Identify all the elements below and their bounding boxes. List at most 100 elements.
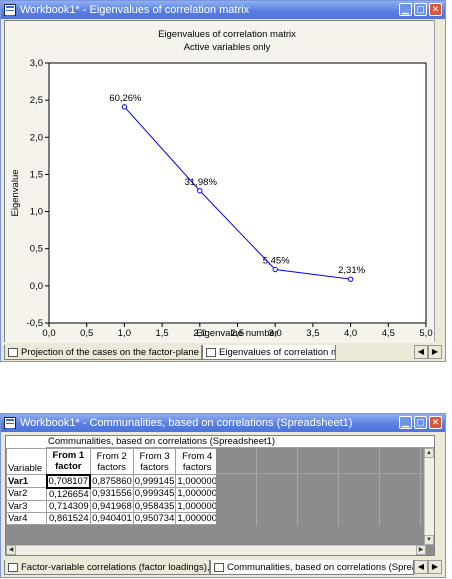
vertical-scrollbar[interactable]: ▲ ▼ bbox=[424, 448, 434, 545]
tab-eigenvalues[interactable]: Eigenvalues of correlation matrix bbox=[202, 345, 336, 360]
table-row: Var3 0,714309 0,941968 0,958435 1,000000 bbox=[6, 499, 219, 513]
tab-scroll-right-button[interactable]: ▶ bbox=[428, 345, 442, 359]
chart-window-title: Workbook1* - Eigenvalues of correlation … bbox=[20, 4, 250, 16]
table-cell[interactable]: 0,999145 bbox=[132, 474, 177, 488]
graph-tab-icon bbox=[206, 347, 216, 357]
x-tick-label: 2,5 bbox=[231, 328, 244, 339]
y-tick-label: 1,0 bbox=[30, 207, 43, 218]
table-cell[interactable]: 1,000000 bbox=[175, 474, 219, 488]
table-cell[interactable]: 0,931556 bbox=[89, 487, 134, 501]
table-cell[interactable]: 1,000000 bbox=[175, 499, 219, 513]
table-cell[interactable]: 0,940401 bbox=[89, 511, 134, 525]
tab-factor-loadings-label: Factor-variable correlations (factor loa… bbox=[21, 561, 210, 573]
close-button[interactable]: ✕ bbox=[429, 3, 442, 16]
table-cell[interactable]: 0,950734 bbox=[132, 511, 177, 525]
plot-area bbox=[48, 62, 427, 324]
x-tick-label: 4,5 bbox=[382, 328, 395, 339]
row-header[interactable]: Var2 bbox=[6, 487, 47, 501]
y-tick-label: 0,0 bbox=[30, 281, 43, 292]
chart-side-strip bbox=[434, 20, 444, 342]
table-cell[interactable]: 0,999345 bbox=[132, 487, 177, 501]
tab-projection-label: Projection of the cases on the factor-pl… bbox=[21, 346, 201, 358]
column-header[interactable]: From 3 factors bbox=[132, 448, 177, 475]
x-tick-label: 3,0 bbox=[269, 328, 282, 339]
column-header[interactable]: From 4 factors bbox=[175, 448, 219, 475]
row-header-corner bbox=[6, 436, 46, 448]
data-label: 2,31% bbox=[338, 265, 365, 276]
table-row: Var2 0,126654 0,931556 0,999345 1,000000 bbox=[6, 487, 219, 501]
minimize-button[interactable]: ▁ bbox=[399, 3, 412, 16]
spreadsheet-tab-icon bbox=[8, 562, 18, 572]
table-cell[interactable]: 0,714309 bbox=[46, 499, 91, 513]
x-tick-label: 0,0 bbox=[42, 328, 55, 339]
scree-plot: Eigenvalues of correlation matrix Active… bbox=[5, 21, 435, 343]
tab-communalities[interactable]: Communalities, based on correlations (Sp… bbox=[210, 560, 414, 575]
table-cell[interactable]: 0,126654 bbox=[46, 487, 91, 501]
table-cell[interactable]: 0,958435 bbox=[132, 499, 177, 513]
scroll-up-button[interactable]: ▲ bbox=[424, 448, 434, 458]
column-header[interactable]: From 1 factor bbox=[46, 448, 91, 475]
tab-eigenvalues-label: Eigenvalues of correlation matrix bbox=[219, 346, 335, 358]
maximize-button[interactable]: ▢ bbox=[414, 3, 427, 16]
column-header[interactable]: From 2 factors bbox=[89, 448, 134, 475]
tab-factor-loadings[interactable]: Factor-variable correlations (factor loa… bbox=[4, 560, 210, 575]
spreadsheet-area: Communalities, based on correlations (Sp… bbox=[5, 435, 435, 556]
tab-projection[interactable]: Projection of the cases on the factor-pl… bbox=[4, 345, 202, 360]
scroll-left-button[interactable]: ◀ bbox=[6, 545, 16, 555]
tab-scroll-left-button[interactable]: ◀ bbox=[414, 560, 428, 574]
tab-scroll-left-button[interactable]: ◀ bbox=[414, 345, 428, 359]
spreadsheet-window-titlebar[interactable]: Workbook1* - Communalities, based on cor… bbox=[1, 414, 445, 432]
empty-grid-rows bbox=[216, 474, 426, 526]
table-cell[interactable]: 0,941968 bbox=[89, 499, 134, 513]
tab-scroll-buttons: ◀ ▶ bbox=[414, 345, 442, 359]
tab-scroll-buttons: ◀ ▶ bbox=[414, 560, 442, 574]
x-tick-label: 0,5 bbox=[80, 328, 93, 339]
spreadsheet-window-title: Workbook1* - Communalities, based on cor… bbox=[20, 417, 353, 429]
table-cell[interactable]: 1,000000 bbox=[175, 487, 219, 501]
table-cell[interactable]: 0,708107 bbox=[45, 473, 92, 489]
scroll-down-button[interactable]: ▼ bbox=[424, 535, 434, 545]
table-cell[interactable]: 0,875860 bbox=[89, 474, 134, 488]
header-row: Variable From 1 factor From 2 factors From… bbox=[6, 448, 219, 475]
data-label: 60,26% bbox=[109, 93, 142, 104]
x-tick-label: 5,0 bbox=[419, 328, 432, 339]
minimize-button[interactable]: ▁ bbox=[399, 416, 412, 429]
empty-grid bbox=[216, 448, 426, 474]
x-tick-label: 4,0 bbox=[344, 328, 357, 339]
tab-scroll-right-button[interactable]: ▶ bbox=[428, 560, 442, 574]
table-cell[interactable]: 1,000000 bbox=[175, 511, 219, 525]
x-axis-label: Eigenvalue number bbox=[196, 328, 278, 339]
table-row: Var1 0,708107 0,875860 0,999145 1,000000 bbox=[6, 473, 219, 489]
x-tick-label: 3,5 bbox=[306, 328, 319, 339]
chart-title: Eigenvalues of correlation matrix bbox=[158, 29, 296, 40]
data-label: 5,45% bbox=[263, 256, 290, 267]
y-tick-label: 3,0 bbox=[30, 58, 43, 69]
spreadsheet-tab-icon bbox=[214, 562, 224, 572]
x-tick-label: 2,0 bbox=[193, 328, 206, 339]
workbook-icon bbox=[4, 4, 16, 16]
close-button[interactable]: ✕ bbox=[429, 416, 442, 429]
scroll-right-button[interactable]: ▶ bbox=[416, 545, 426, 555]
y-tick-label: 2,5 bbox=[30, 95, 43, 106]
spreadsheet-caption: Communalities, based on correlations (Sp… bbox=[46, 436, 434, 448]
table-cell[interactable]: 0,861524 bbox=[46, 511, 91, 525]
x-tick-label: 1,5 bbox=[155, 328, 168, 339]
row-header[interactable]: Var4 bbox=[6, 511, 47, 525]
horizontal-scrollbar[interactable]: ◀ ▶ bbox=[6, 545, 426, 555]
row-header[interactable]: Var1 bbox=[6, 474, 47, 488]
chart-graph-area: Eigenvalues of correlation matrix Active… bbox=[4, 20, 435, 343]
y-tick-label: 1,5 bbox=[30, 169, 43, 180]
x-tick-label: 1,0 bbox=[118, 328, 131, 339]
tab-communalities-label: Communalities, based on correlations (Sp… bbox=[227, 561, 413, 573]
row-header[interactable]: Var3 bbox=[6, 499, 47, 513]
variable-column-header[interactable]: Variable bbox=[6, 448, 47, 475]
communalities-table: Variable From 1 factor From 2 factors From… bbox=[6, 448, 219, 525]
data-point bbox=[272, 266, 278, 273]
table-row: Var4 0,861524 0,940401 0,950734 1,000000 bbox=[6, 511, 219, 525]
spreadsheet-window-tabbar: Factor-variable correlations (factor loa… bbox=[4, 560, 442, 575]
maximize-button[interactable]: ▢ bbox=[414, 416, 427, 429]
chart-window-titlebar[interactable]: Workbook1* - Eigenvalues of correlation … bbox=[1, 1, 445, 19]
chart-subtitle: Active variables only bbox=[184, 42, 271, 53]
chart-window: Workbook1* - Eigenvalues of correlation … bbox=[0, 0, 446, 362]
y-tick-label: 0,5 bbox=[30, 244, 43, 255]
